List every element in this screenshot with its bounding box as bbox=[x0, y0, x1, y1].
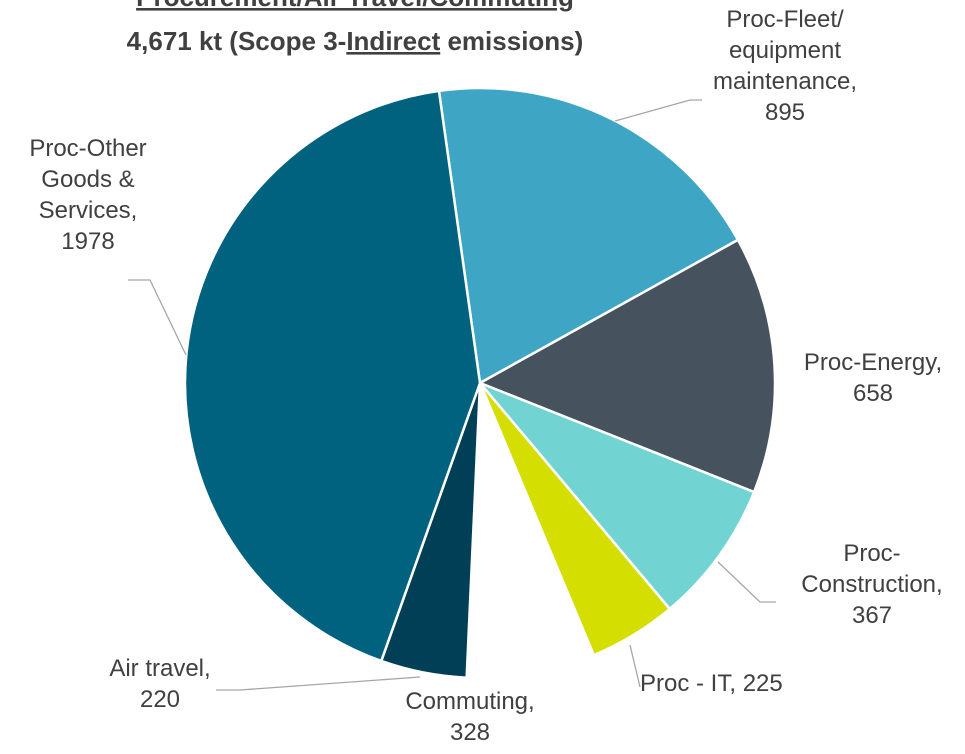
leader-lines bbox=[128, 99, 776, 691]
subtitle-part: Indirect bbox=[346, 26, 440, 56]
category-label: Air travel, bbox=[109, 655, 211, 682]
pie-slice bbox=[479, 381, 756, 611]
leader-line bbox=[614, 99, 702, 122]
slices bbox=[183, 86, 777, 680]
leader-line bbox=[128, 279, 187, 356]
value-label: 220 bbox=[139, 686, 181, 713]
pie-slice bbox=[183, 89, 482, 663]
pie-slice bbox=[437, 86, 740, 385]
subtitle-part: 4,671 kt (Scope 3- bbox=[127, 26, 347, 56]
value-label: 1978 bbox=[61, 228, 115, 255]
subtitle-part: emissions) bbox=[440, 26, 583, 56]
leader-line bbox=[717, 561, 776, 603]
leader-line bbox=[216, 676, 421, 691]
data-label: Proc-Construction, 367 bbox=[792, 538, 952, 631]
data-label: Proc-Fleet/ equipment maintenance, 895 bbox=[705, 4, 865, 128]
category-label: Proc-Fleet/ equipment maintenance, bbox=[712, 6, 858, 95]
data-label: Proc-Other Goods & Services, 1978 bbox=[23, 133, 153, 257]
category-label: Proc-Other Goods & Services, bbox=[29, 135, 147, 224]
chart-title: Procurement/Air Travel/Commuting bbox=[136, 0, 574, 12]
leader-line bbox=[629, 644, 641, 688]
data-label: Proc-Energy, 658 bbox=[793, 347, 953, 409]
value-label: 658 bbox=[852, 380, 894, 407]
pie-slice bbox=[477, 238, 777, 494]
category-label: Proc-Energy, bbox=[803, 349, 943, 376]
category-label: Proc-Construction, bbox=[801, 540, 943, 598]
value-label: 367 bbox=[851, 602, 893, 629]
category-label: Commuting, bbox=[405, 688, 535, 715]
category-label: Proc - IT, bbox=[640, 670, 737, 697]
value-label: 895 bbox=[764, 99, 806, 126]
data-label: Commuting, 328 bbox=[400, 686, 540, 748]
value-label: 328 bbox=[449, 719, 491, 746]
pie-slice bbox=[465, 382, 596, 680]
value-label: 225 bbox=[742, 670, 783, 697]
chart-subtitle: 4,671 kt (Scope 3-Indirect emissions) bbox=[127, 26, 584, 56]
data-label: Air travel, 220 bbox=[95, 653, 225, 715]
data-label: Proc - IT, 225 bbox=[640, 668, 783, 699]
